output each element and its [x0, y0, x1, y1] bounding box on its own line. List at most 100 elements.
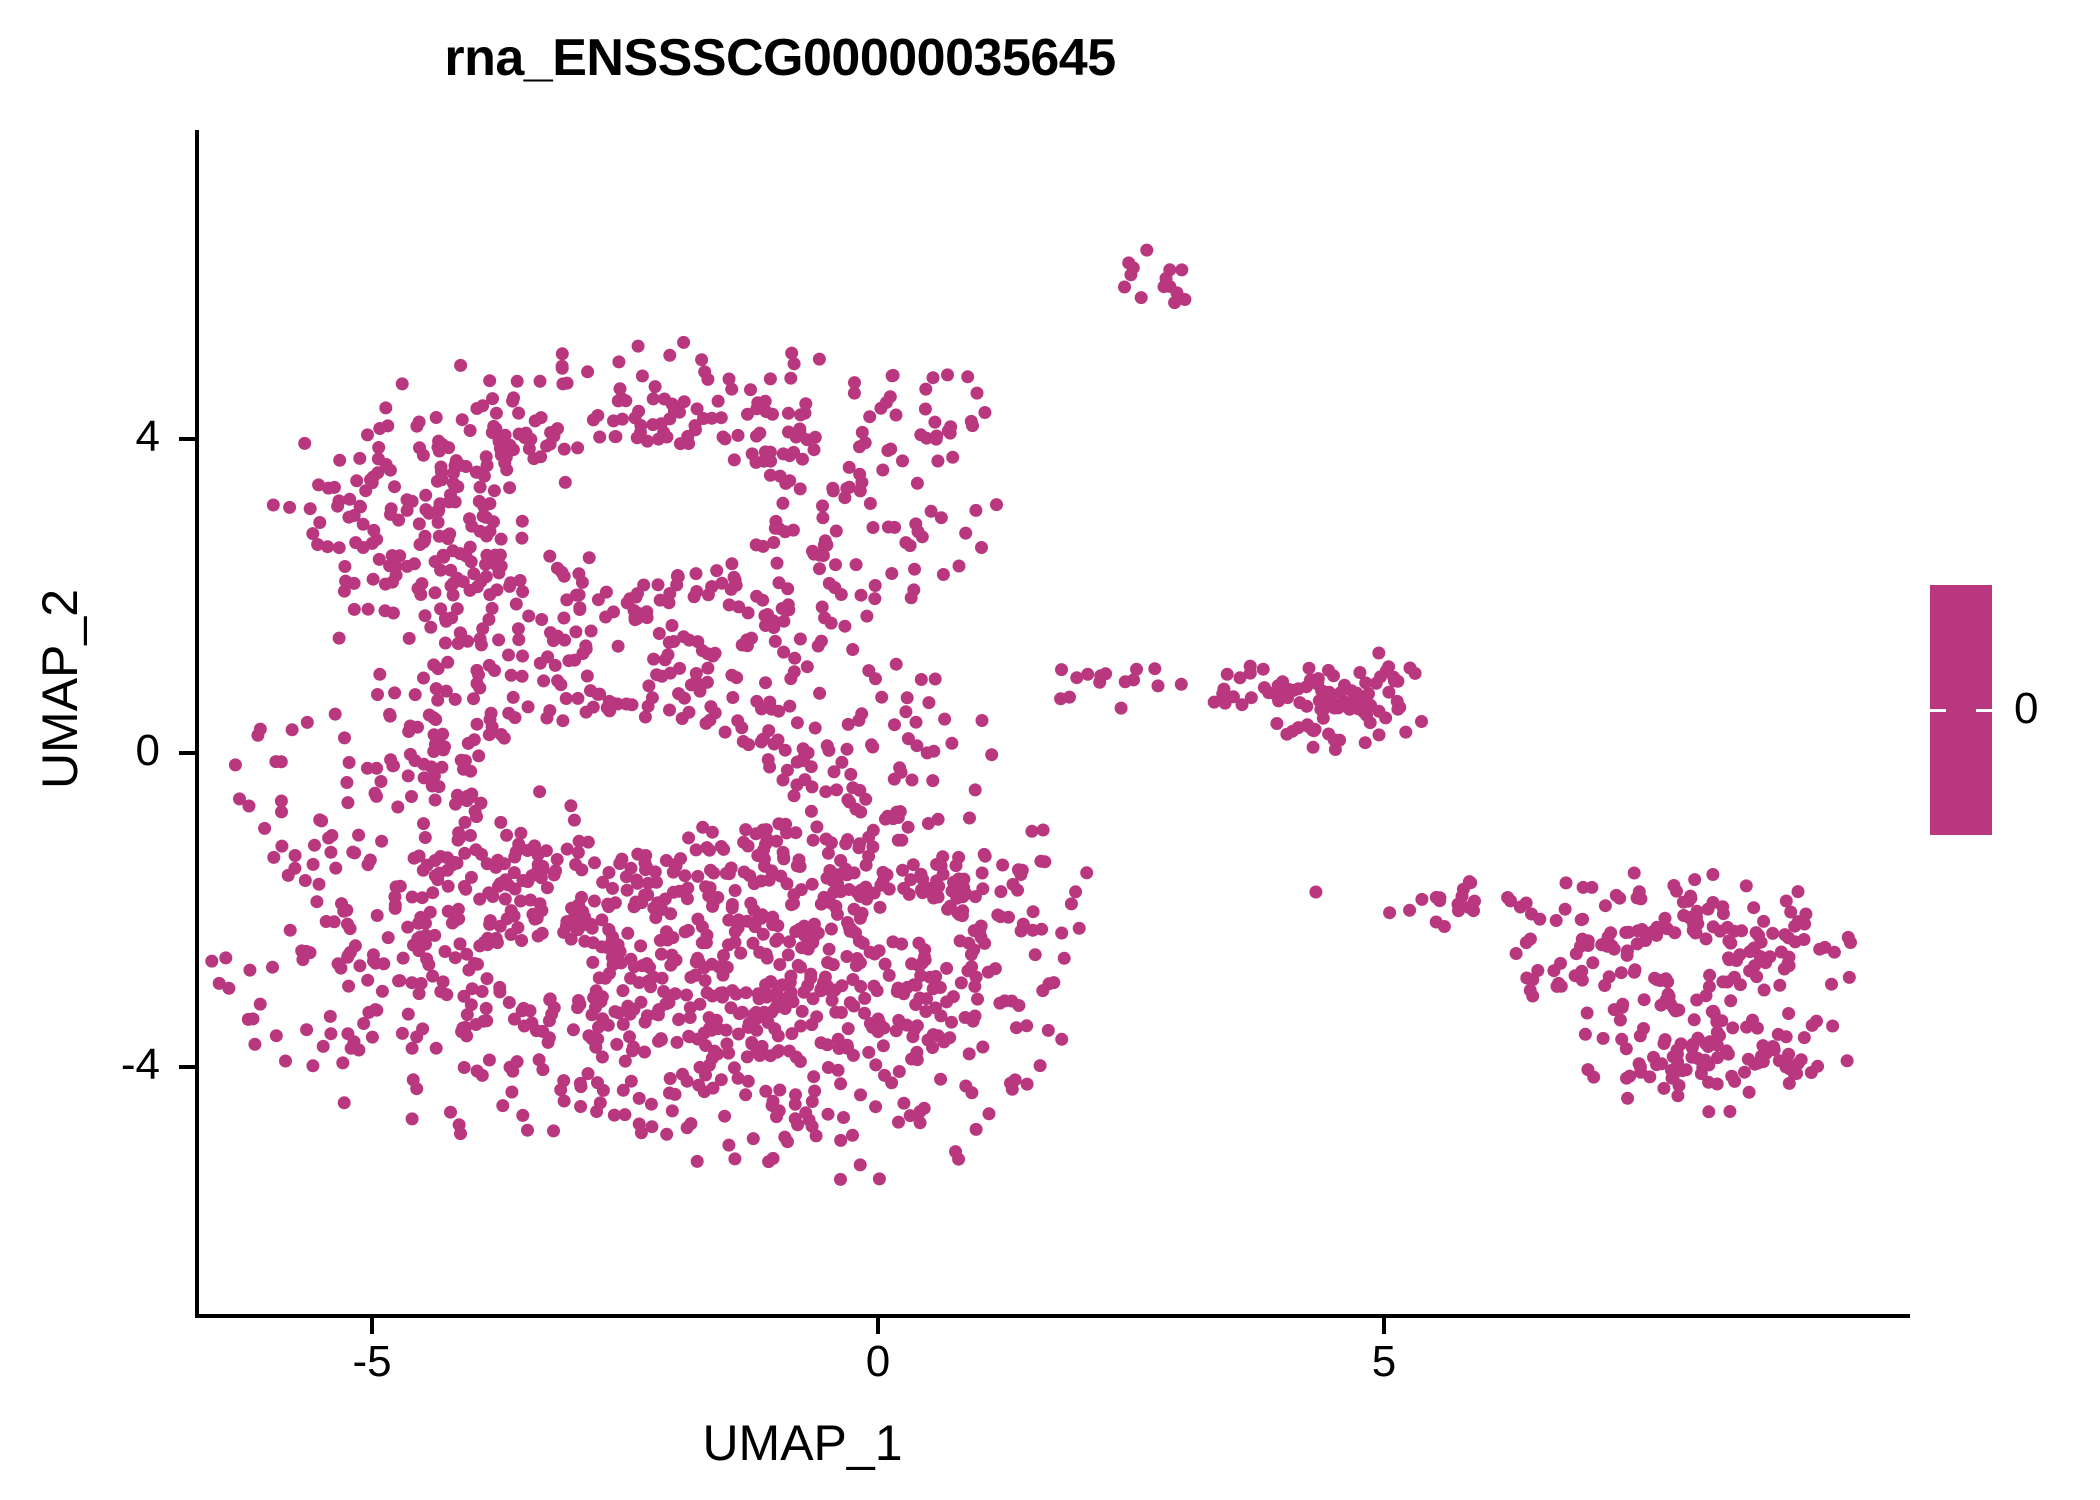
scatter-point [1523, 983, 1537, 997]
scatter-point [776, 773, 790, 787]
scatter-point [716, 990, 729, 1004]
scatter-point [852, 841, 866, 855]
scatter-point [662, 596, 676, 610]
scatter-point [312, 877, 326, 891]
scatter-point [507, 866, 521, 880]
scatter-point [928, 672, 942, 686]
scatter-point [321, 540, 335, 554]
scatter-point [516, 1108, 530, 1122]
scatter-point [493, 877, 507, 890]
scatter-point [788, 651, 802, 665]
scatter-point [652, 432, 665, 446]
scatter-point [372, 552, 386, 566]
scatter-point [1667, 879, 1681, 892]
scatter-point [442, 495, 456, 509]
scatter-point [510, 374, 524, 388]
scatter-point [824, 616, 838, 630]
scatter-point [1300, 699, 1314, 713]
scatter-point [341, 1027, 355, 1041]
scatter-point [772, 1044, 786, 1058]
scatter-point [982, 1107, 996, 1121]
scatter-point [388, 898, 402, 912]
y-tick-mark [179, 1065, 195, 1069]
scatter-point [776, 447, 790, 461]
scatter-point [853, 484, 867, 498]
scatter-point [755, 702, 768, 716]
scatter-point [591, 1032, 605, 1046]
scatter-point [1844, 936, 1857, 949]
scatter-point [474, 796, 488, 810]
scatter-point [901, 820, 915, 834]
scatter-point [489, 406, 503, 420]
scatter-point [324, 845, 338, 859]
scatter-point [1531, 964, 1545, 977]
scatter-point [660, 1127, 674, 1141]
scatter-point [1585, 880, 1599, 894]
scatter-point [631, 847, 645, 861]
scatter-point [819, 785, 833, 799]
scatter-point [492, 633, 506, 647]
scatter-point [813, 686, 827, 700]
scatter-point [587, 894, 601, 908]
scatter-point [479, 558, 492, 571]
scatter-point [714, 411, 728, 425]
scatter-point [353, 451, 367, 465]
scatter-point [904, 873, 918, 887]
scatter-point [482, 1053, 496, 1067]
scatter-point [849, 558, 863, 572]
scatter-point [753, 426, 767, 440]
scatter-point [662, 635, 676, 649]
scatter-point [684, 1117, 698, 1131]
scatter-point [555, 359, 569, 373]
scatter-point [777, 645, 791, 659]
scatter-point [881, 520, 895, 534]
scatter-point [931, 812, 945, 826]
scatter-point [946, 450, 960, 464]
scatter-point [684, 678, 698, 692]
scatter-point [846, 1128, 859, 1142]
scatter-point [436, 975, 450, 989]
scatter-point [827, 765, 841, 779]
scatter-point [910, 476, 924, 490]
scatter-point [1554, 956, 1567, 970]
scatter-point [717, 842, 731, 856]
scatter-point [728, 884, 742, 897]
scatter-point [1810, 1014, 1823, 1028]
scatter-point [1358, 736, 1372, 750]
scatter-point [701, 588, 715, 602]
scatter-point [611, 938, 625, 952]
scatter-point [876, 463, 890, 477]
scatter-point [889, 1024, 903, 1038]
scatter-point [1026, 923, 1040, 937]
scatter-point [697, 412, 710, 425]
scatter-point [602, 923, 616, 937]
scatter-point [415, 891, 429, 905]
scatter-point [741, 839, 755, 853]
scatter-point [1699, 932, 1713, 946]
scatter-point [483, 374, 497, 388]
scatter-point [521, 1123, 534, 1137]
scatter-point [634, 939, 648, 953]
scatter-point [1549, 914, 1563, 927]
scatter-point [374, 775, 388, 788]
scatter-point [1569, 947, 1583, 961]
scatter-point [1688, 873, 1702, 887]
scatter-point [1654, 998, 1668, 1012]
scatter-point [486, 392, 499, 406]
scatter-point [1220, 667, 1234, 681]
scatter-point [805, 1095, 819, 1108]
scatter-point [356, 517, 370, 531]
scatter-point [205, 954, 219, 968]
scatter-point [507, 909, 521, 923]
scatter-point [572, 567, 586, 581]
scatter-point [378, 604, 392, 618]
scatter-point [423, 905, 437, 919]
scatter-point [779, 992, 793, 1006]
scatter-point [842, 460, 856, 474]
scatter-point [613, 382, 627, 396]
scatter-point [585, 921, 599, 935]
scatter-point [1727, 924, 1741, 938]
scatter-point [642, 679, 656, 693]
scatter-point [641, 876, 655, 890]
scatter-point [1118, 280, 1131, 294]
